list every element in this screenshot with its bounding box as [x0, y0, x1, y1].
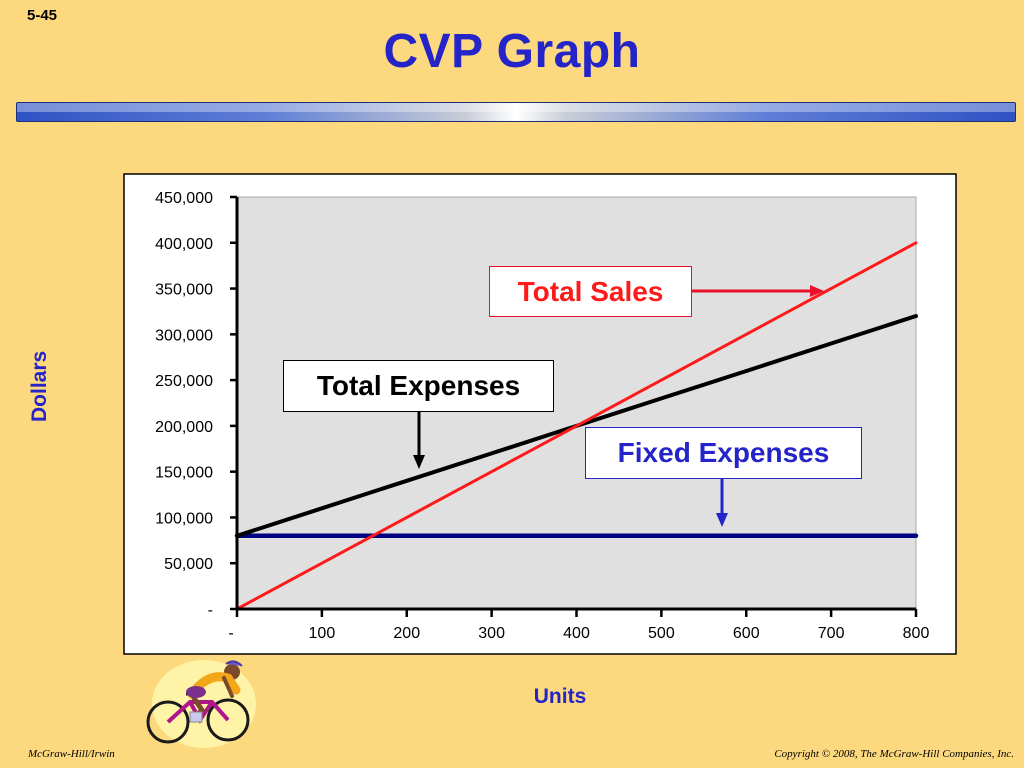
- footer-publisher: McGraw-Hill/Irwin: [28, 748, 115, 760]
- y-tick-label: 200,000: [155, 419, 213, 436]
- x-axis-title: Units: [533, 685, 587, 708]
- x-tick-label: 300: [478, 625, 505, 642]
- total-expenses-arrowhead: [413, 455, 425, 469]
- x-tick-label: 500: [648, 625, 675, 642]
- y-tick-label: 300,000: [155, 327, 213, 344]
- x-tick-label: 400: [563, 625, 590, 642]
- y-tick-label: 350,000: [155, 282, 213, 299]
- total-sales-callout: Total Sales: [489, 266, 692, 317]
- footer-copyright: Copyright © 2008, The McGraw-Hill Compan…: [774, 748, 1014, 760]
- y-tick-label: 50,000: [164, 556, 213, 573]
- y-tick-label: 450,000: [155, 190, 213, 207]
- total-sales-arrowhead: [810, 285, 824, 297]
- series-layer: [234, 241, 919, 611]
- x-tick-label: -: [228, 625, 233, 642]
- x-tick-label: 700: [818, 625, 845, 642]
- x-tick-label: 100: [309, 625, 336, 642]
- y-axis-title: Dollars: [28, 350, 51, 422]
- tick-label-layer: - 50,000 100,000 150,000 200,000 250,000 300,0…: [155, 190, 929, 642]
- slide-title: CVP Graph: [383, 25, 641, 78]
- axes-layer: [230, 195, 918, 617]
- y-tick-label: 400,000: [155, 236, 213, 253]
- x-tick-label: 200: [393, 625, 420, 642]
- fixed-expenses-callout: Fixed Expenses: [585, 427, 862, 479]
- total-expenses-callout: Total Expenses: [283, 360, 554, 412]
- x-tick-label: 600: [733, 625, 760, 642]
- title-divider-bar: [16, 102, 1016, 122]
- y-tick-label: -: [208, 602, 213, 619]
- fixed-expenses-arrowhead: [716, 513, 728, 527]
- x-tick-label: 800: [903, 625, 930, 642]
- series-line-total-sales: [235, 241, 918, 611]
- y-tick-label: 150,000: [155, 465, 213, 482]
- y-tick-label: 100,000: [155, 510, 213, 527]
- cyclist-icon: [146, 660, 256, 748]
- annotation-arrows: [413, 285, 824, 527]
- slide-number: 5-45: [27, 7, 58, 24]
- y-tick-label: 250,000: [155, 373, 213, 390]
